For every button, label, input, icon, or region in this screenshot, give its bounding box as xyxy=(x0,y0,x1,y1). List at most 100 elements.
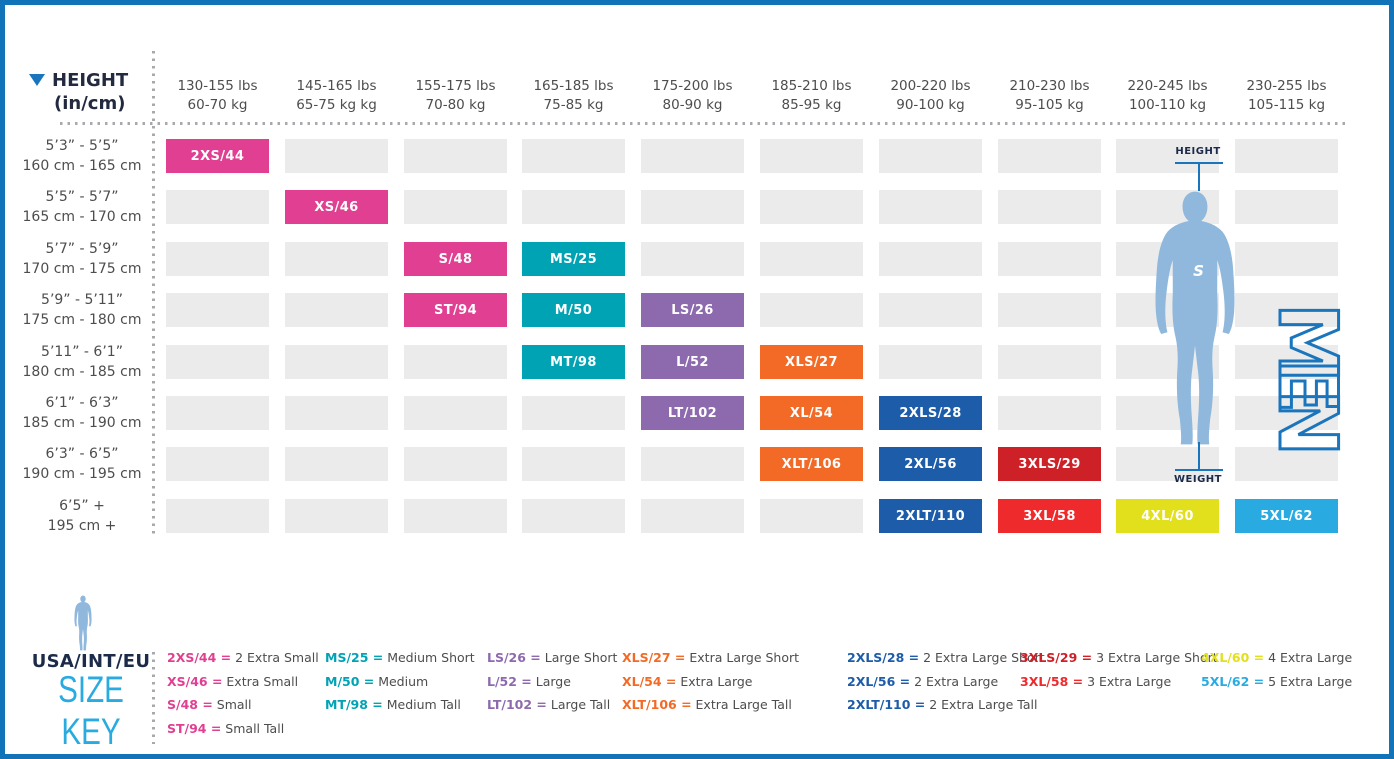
height-row-label: 5’9” - 5’11” 175 cm - 180 cm xyxy=(22,292,142,328)
empty-cell xyxy=(166,499,269,533)
sizekey-entry-code: XLT/106 = xyxy=(622,697,692,712)
sizekey-entry: XLS/27 = Extra Large Short xyxy=(622,650,799,665)
sizekey-entry: S/48 = Small xyxy=(167,697,252,712)
size-cell: 2XL/56 xyxy=(879,447,982,481)
empty-cell xyxy=(404,139,507,173)
empty-cell xyxy=(522,139,625,173)
sizekey-entry: XLT/106 = Extra Large Tall xyxy=(622,697,792,712)
empty-cell xyxy=(522,499,625,533)
empty-cell xyxy=(998,190,1101,224)
sizekey-region-label: USA/INT/EU xyxy=(31,651,151,672)
empty-cell xyxy=(285,242,388,276)
scubapro-s-logo: S xyxy=(1193,262,1204,280)
wetsuit-silhouette xyxy=(1155,191,1235,445)
sizekey-entry: ST/94 = Small Tall xyxy=(167,721,284,736)
empty-cell xyxy=(522,447,625,481)
empty-cell xyxy=(166,345,269,379)
empty-cell xyxy=(998,139,1101,173)
sizekey-entry: 2XL/56 = 2 Extra Large xyxy=(847,674,998,689)
size-cell: MT/98 xyxy=(522,345,625,379)
empty-cell xyxy=(1235,447,1338,481)
men-label: MEN xyxy=(1260,301,1356,433)
empty-cell xyxy=(760,499,863,533)
empty-cell xyxy=(641,139,744,173)
weight-column-header: 220-245 lbs 100-110 kg xyxy=(1127,78,1208,113)
sizekey-entry: XL/54 = Extra Large xyxy=(622,674,753,689)
sizekey-entry-code: M/50 = xyxy=(325,674,375,689)
empty-cell xyxy=(1235,242,1338,276)
sizekey-figure-icon xyxy=(74,595,92,651)
sizekey-entry-code: MT/98 = xyxy=(325,697,383,712)
figure-height-label: HEIGHT xyxy=(1175,146,1221,157)
weight-column-header: 210-230 lbs 95-105 kg xyxy=(1009,78,1090,113)
empty-cell xyxy=(879,345,982,379)
size-cell: 2XLT/110 xyxy=(879,499,982,533)
sizekey-entry: 2XS/44 = 2 Extra Small xyxy=(167,650,319,665)
sizekey-entry-name: Medium Short xyxy=(383,650,475,665)
height-row-label: 6’3” - 6’5” 190 cm - 195 cm xyxy=(22,446,142,482)
sizekey-entry-code: L/52 = xyxy=(487,674,532,689)
empty-cell xyxy=(404,345,507,379)
sizekey-entry-name: 2 Extra Large Short xyxy=(919,650,1045,665)
height-row-label: 6’1” - 6’3” 185 cm - 190 cm xyxy=(22,395,142,431)
sizekey-entry-name: Extra Large Tall xyxy=(691,697,792,712)
empty-cell xyxy=(1235,396,1338,430)
empty-cell xyxy=(760,190,863,224)
sizekey-entry-code: MS/25 = xyxy=(325,650,384,665)
sizekey-entry-name: Medium Tall xyxy=(382,697,461,712)
table-vertical-divider xyxy=(152,51,155,537)
sizekey-entry-name: 3 Extra Large Short xyxy=(1092,650,1218,665)
sizekey-entry-name: 5 Extra Large xyxy=(1264,674,1353,689)
sizekey-entry-code: LS/26 = xyxy=(487,650,541,665)
weight-measure-line xyxy=(1175,469,1223,471)
sizekey-divider xyxy=(152,652,155,744)
size-cell: M/50 xyxy=(522,293,625,327)
sizekey-entry-name: 2 Extra Large xyxy=(910,674,999,689)
sizekey-entry-name: Extra Large Short xyxy=(685,650,800,665)
empty-cell xyxy=(285,293,388,327)
empty-cell xyxy=(522,396,625,430)
sizekey-entry: 3XL/58 = 3 Extra Large xyxy=(1020,674,1171,689)
empty-cell xyxy=(166,396,269,430)
sizekey-entry-code: S/48 = xyxy=(167,697,213,712)
empty-cell xyxy=(285,139,388,173)
sizekey-entry: MT/98 = Medium Tall xyxy=(325,697,461,712)
sizekey-entry: M/50 = Medium xyxy=(325,674,428,689)
sizekey-entry: 3XLS/29 = 3 Extra Large Short xyxy=(1020,650,1218,665)
empty-cell xyxy=(879,139,982,173)
sizekey-entry-code: 2XLS/28 = xyxy=(847,650,920,665)
height-row-label: 5’3” - 5’5” 160 cm - 165 cm xyxy=(22,138,142,174)
sizekey-entry-code: 4XL/60 = xyxy=(1201,650,1265,665)
figure-weight-label: WEIGHT xyxy=(1174,474,1222,485)
sizekey-entry-name: Medium xyxy=(374,674,429,689)
empty-cell xyxy=(641,190,744,224)
empty-cell xyxy=(404,396,507,430)
empty-cell xyxy=(404,447,507,481)
empty-cell xyxy=(285,447,388,481)
weight-measure-tick xyxy=(1198,442,1200,470)
size-cell: 3XL/58 xyxy=(998,499,1101,533)
empty-cell xyxy=(760,293,863,327)
size-cell: 3XLS/29 xyxy=(998,447,1101,481)
empty-cell xyxy=(166,293,269,327)
empty-cell xyxy=(166,242,269,276)
height-row-label: 5’5” - 5’7” 165 cm - 170 cm xyxy=(22,189,142,225)
sizekey-entry-name: Large xyxy=(531,674,571,689)
empty-cell xyxy=(285,396,388,430)
size-cell: L/52 xyxy=(641,345,744,379)
size-cell: XS/46 xyxy=(285,190,388,224)
empty-cell xyxy=(1235,345,1338,379)
chart-title: HEIGHT (in/cm) xyxy=(29,69,128,115)
empty-cell xyxy=(1235,293,1338,327)
sizekey-entry-code: 2XLT/110 = xyxy=(847,697,926,712)
empty-cell xyxy=(998,293,1101,327)
sizekey-entry: LT/102 = Large Tall xyxy=(487,697,610,712)
empty-cell xyxy=(1116,139,1219,173)
sizekey-entry: L/52 = Large xyxy=(487,674,571,689)
sizekey-entry-name: Small Tall xyxy=(221,721,285,736)
sizekey-entry: 4XL/60 = 4 Extra Large xyxy=(1201,650,1352,665)
size-cell: 2XS/44 xyxy=(166,139,269,173)
empty-cell xyxy=(879,293,982,327)
empty-cell xyxy=(760,139,863,173)
empty-cell xyxy=(1116,447,1219,481)
